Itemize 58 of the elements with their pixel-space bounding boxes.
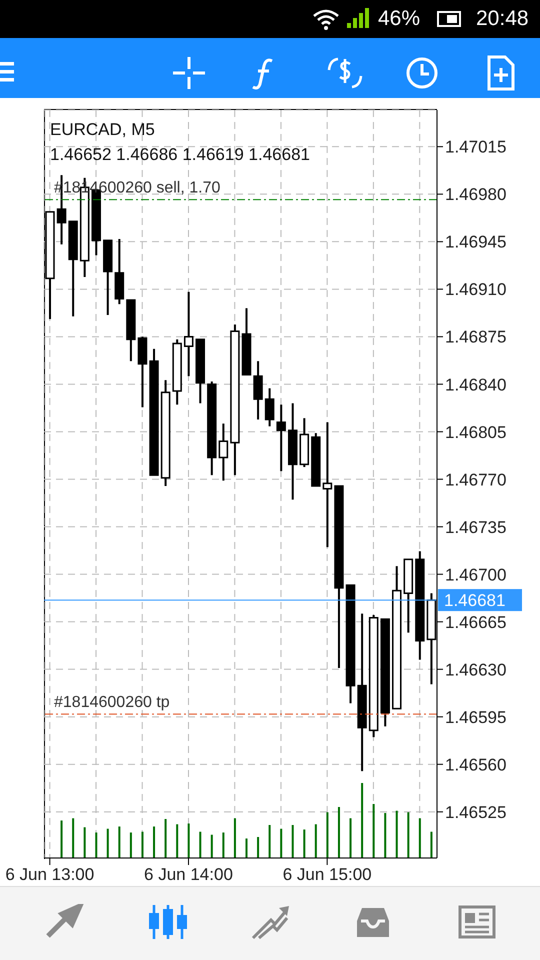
y-tick-label: 1.46805 (445, 422, 506, 442)
y-tick-label: 1.46700 (445, 565, 506, 584)
x-tick-label: 6 Jun 13:00 (5, 865, 94, 884)
bar (188, 824, 190, 858)
y-tick-label: 1.46875 (445, 328, 506, 347)
bar (257, 837, 260, 858)
bar (176, 824, 178, 858)
bar (118, 826, 120, 858)
bar (372, 804, 375, 858)
bar (430, 832, 432, 858)
y-tick-label: 1.46980 (445, 185, 506, 204)
bar (338, 807, 340, 858)
x-tick-label: 6 Jun 15:00 (282, 865, 372, 884)
bar (268, 825, 271, 858)
bar (396, 810, 398, 858)
bar (246, 838, 248, 858)
bar (106, 828, 109, 858)
bar (361, 783, 364, 858)
bar (141, 832, 144, 858)
candlestick (322, 422, 332, 548)
bar (95, 832, 98, 858)
text: 20:48 (476, 7, 529, 31)
bar (280, 828, 282, 858)
y-tick-label: 1.46840 (445, 375, 506, 394)
y-tick-label: 1.46595 (445, 708, 506, 727)
y-tick-label: 1.46735 (445, 518, 506, 537)
bar (72, 818, 74, 858)
bar (222, 832, 224, 858)
bar (84, 827, 86, 858)
bar (303, 830, 306, 858)
bar (130, 832, 132, 858)
bar (326, 812, 328, 858)
text: 1.46652 1.46686 1.46619 1.46681 (50, 145, 310, 165)
bar (292, 825, 294, 858)
bar (350, 818, 352, 858)
x-tick-label: 6 Jun 14:00 (144, 865, 233, 884)
y-tick-label: 1.46665 (445, 612, 506, 632)
y-tick-label: 1.46560 (445, 755, 506, 774)
bar (164, 819, 167, 858)
ref-line-label: 1.46681 (444, 591, 506, 610)
bar (199, 832, 202, 858)
bar (384, 813, 386, 858)
ref-line-label: #1814600260 tp (54, 694, 170, 712)
bar (418, 818, 421, 858)
bar (153, 826, 156, 858)
bar (234, 818, 236, 858)
text: EURCAD, M5 (50, 120, 155, 140)
y-tick-label: 1.46525 (445, 802, 506, 822)
y-tick-label: 1.46945 (445, 232, 506, 252)
y-tick-label: 1.46910 (445, 280, 506, 300)
bar (60, 820, 63, 858)
bar (407, 812, 410, 858)
bar (210, 834, 213, 858)
y-tick-label: 1.47015 (445, 138, 506, 157)
y-tick-label: 1.46770 (445, 470, 506, 490)
text: 46% (378, 7, 420, 31)
y-tick-label: 1.46630 (445, 660, 506, 680)
bar (314, 824, 317, 858)
